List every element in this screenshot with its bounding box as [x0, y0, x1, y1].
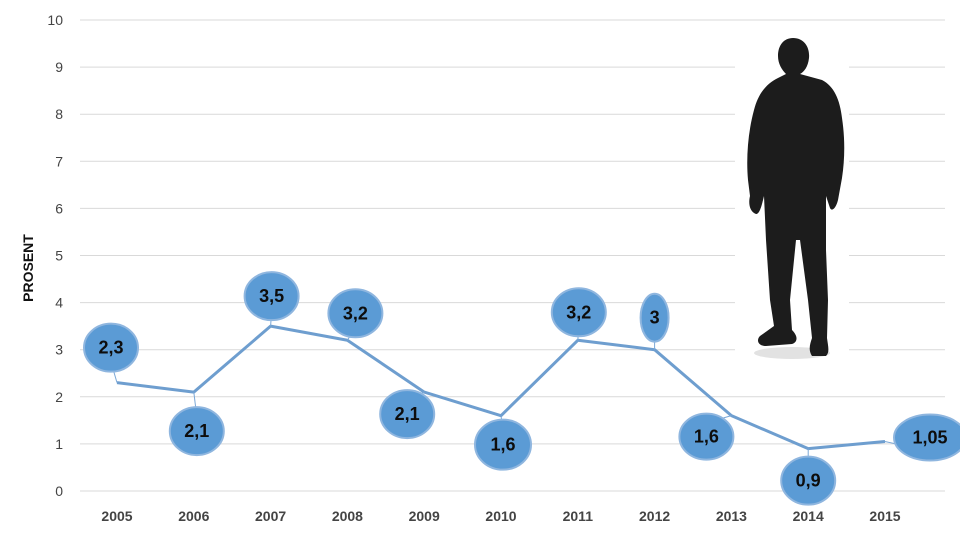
y-tick-label: 7 [55, 153, 63, 169]
x-tick-label: 2012 [639, 508, 670, 524]
data-label: 1,6 [490, 435, 515, 455]
y-tick-label: 4 [55, 295, 63, 311]
data-label-bubble [83, 322, 139, 373]
y-tick-label: 6 [55, 200, 63, 216]
data-label-bubble [243, 271, 300, 322]
x-tick-label: 2013 [716, 508, 747, 524]
data-label: 2,1 [184, 421, 209, 441]
data-label-bubble [550, 287, 607, 338]
x-tick-label: 2008 [332, 508, 363, 524]
y-axis-ticks: 0 1 2 3 4 5 6 7 8 9 10 [47, 12, 63, 499]
data-label: 3 [650, 308, 660, 328]
y-tick-label: 3 [55, 342, 63, 358]
data-label-bubble [639, 292, 670, 343]
y-tick-label: 2 [55, 389, 63, 405]
data-label-bubble [893, 413, 960, 462]
y-tick-label: 8 [55, 106, 63, 122]
x-tick-label: 2006 [178, 508, 209, 524]
data-label: 0,9 [796, 471, 821, 491]
x-axis-ticks: 2005 2006 2007 2008 2009 2010 2011 2012 2013 2014… [101, 508, 900, 524]
data-label: 2,1 [395, 404, 420, 424]
data-label-bubble [678, 412, 735, 461]
data-label-bubble [379, 389, 436, 440]
y-tick-label: 10 [47, 12, 63, 28]
source-caption [150, 536, 850, 548]
y-axis-label: PROSENT [20, 234, 36, 302]
data-label: 1,6 [694, 427, 719, 447]
x-tick-label: 2011 [563, 508, 594, 524]
series-line-group: 2,3 2,1 3,5 3,2 2,1 1,6 3,2 3 1,6 0,9 1,05 [83, 271, 960, 506]
data-label: 2,3 [98, 338, 123, 358]
x-tick-label: 2007 [255, 508, 286, 524]
x-tick-label: 2015 [869, 508, 900, 524]
y-tick-label: 5 [55, 248, 63, 264]
data-label: 3,2 [566, 302, 591, 322]
data-label-bubble [168, 406, 225, 457]
y-tick-label: 0 [55, 483, 63, 499]
data-label: 3,2 [343, 303, 368, 323]
x-tick-label: 2009 [409, 508, 440, 524]
x-tick-label: 2014 [793, 508, 824, 524]
y-tick-label: 9 [55, 59, 63, 75]
x-tick-label: 2010 [485, 508, 516, 524]
data-label: 3,5 [259, 286, 284, 306]
data-label-bubble [327, 288, 384, 339]
data-label-bubble [780, 455, 837, 506]
person-silhouette-icon [735, 38, 849, 360]
y-tick-label: 1 [55, 436, 63, 452]
data-label: 1,05 [912, 428, 947, 448]
x-tick-label: 2005 [101, 508, 132, 524]
data-label-bubble [474, 418, 532, 471]
